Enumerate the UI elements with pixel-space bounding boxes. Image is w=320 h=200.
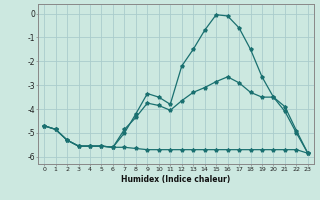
X-axis label: Humidex (Indice chaleur): Humidex (Indice chaleur) [121,175,231,184]
